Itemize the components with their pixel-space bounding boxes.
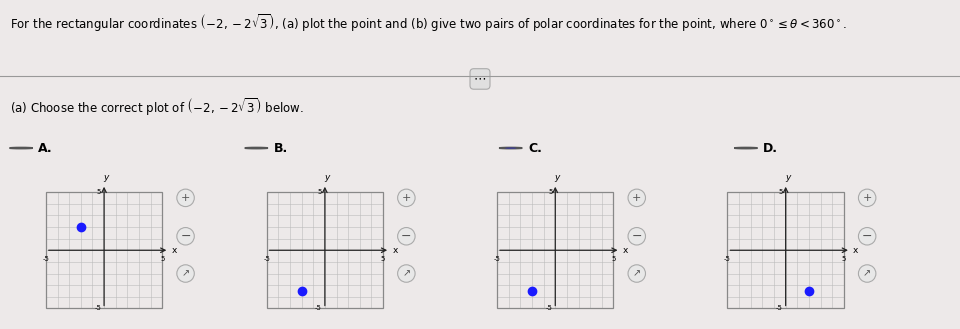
Circle shape: [858, 228, 876, 245]
Circle shape: [734, 147, 757, 149]
Text: 5: 5: [97, 189, 101, 195]
Text: y: y: [784, 173, 790, 182]
Text: -5: -5: [42, 256, 49, 262]
Text: 5: 5: [842, 256, 846, 262]
Text: -5: -5: [263, 256, 270, 262]
Text: −: −: [862, 230, 873, 243]
Circle shape: [177, 265, 194, 282]
Text: -5: -5: [315, 305, 322, 312]
Text: 5: 5: [548, 189, 552, 195]
Circle shape: [397, 265, 415, 282]
Bar: [497, 192, 613, 309]
Text: 5: 5: [318, 189, 322, 195]
Text: +: +: [632, 193, 641, 203]
Text: ↗: ↗: [633, 268, 641, 279]
Text: D.: D.: [763, 141, 779, 155]
Circle shape: [10, 147, 33, 149]
Text: C.: C.: [528, 141, 541, 155]
Text: ↗: ↗: [402, 268, 411, 279]
Text: 5: 5: [612, 256, 615, 262]
Text: 5: 5: [160, 256, 164, 262]
Text: y: y: [324, 173, 329, 182]
Text: ↗: ↗: [181, 268, 190, 279]
Text: ↗: ↗: [863, 268, 872, 279]
Circle shape: [628, 228, 645, 245]
Text: x: x: [853, 246, 858, 255]
Text: x: x: [172, 246, 177, 255]
Text: +: +: [862, 193, 872, 203]
Text: 5: 5: [779, 189, 782, 195]
Circle shape: [397, 189, 415, 207]
Text: -5: -5: [545, 305, 552, 312]
Text: -5: -5: [776, 305, 782, 312]
Text: −: −: [180, 230, 191, 243]
Circle shape: [858, 265, 876, 282]
Text: For the rectangular coordinates $\left(-2, -2\sqrt{3}\right)$, (a) plot the poin: For the rectangular coordinates $\left(-…: [10, 13, 847, 34]
Text: −: −: [632, 230, 642, 243]
Circle shape: [177, 189, 194, 207]
Text: 5: 5: [381, 256, 385, 262]
Text: y: y: [554, 173, 560, 182]
Text: A.: A.: [38, 141, 53, 155]
Text: ⋯: ⋯: [473, 72, 487, 86]
Text: (a) Choose the correct plot of $\left(-2, -2\sqrt{3}\right)$ below.: (a) Choose the correct plot of $\left(-2…: [10, 96, 303, 118]
Text: x: x: [623, 246, 628, 255]
Circle shape: [628, 189, 645, 207]
Text: +: +: [180, 193, 190, 203]
Text: -5: -5: [493, 256, 500, 262]
Text: y: y: [103, 173, 108, 182]
Circle shape: [499, 147, 522, 149]
Text: −: −: [401, 230, 412, 243]
Bar: [728, 192, 844, 309]
Circle shape: [628, 265, 645, 282]
Text: -5: -5: [94, 305, 101, 312]
Text: x: x: [393, 246, 397, 255]
Circle shape: [177, 228, 194, 245]
Circle shape: [858, 189, 876, 207]
Text: -5: -5: [724, 256, 731, 262]
Bar: [46, 192, 162, 309]
Circle shape: [397, 228, 415, 245]
Text: +: +: [401, 193, 411, 203]
Circle shape: [245, 147, 268, 149]
Text: B.: B.: [274, 141, 288, 155]
Bar: [267, 192, 383, 309]
